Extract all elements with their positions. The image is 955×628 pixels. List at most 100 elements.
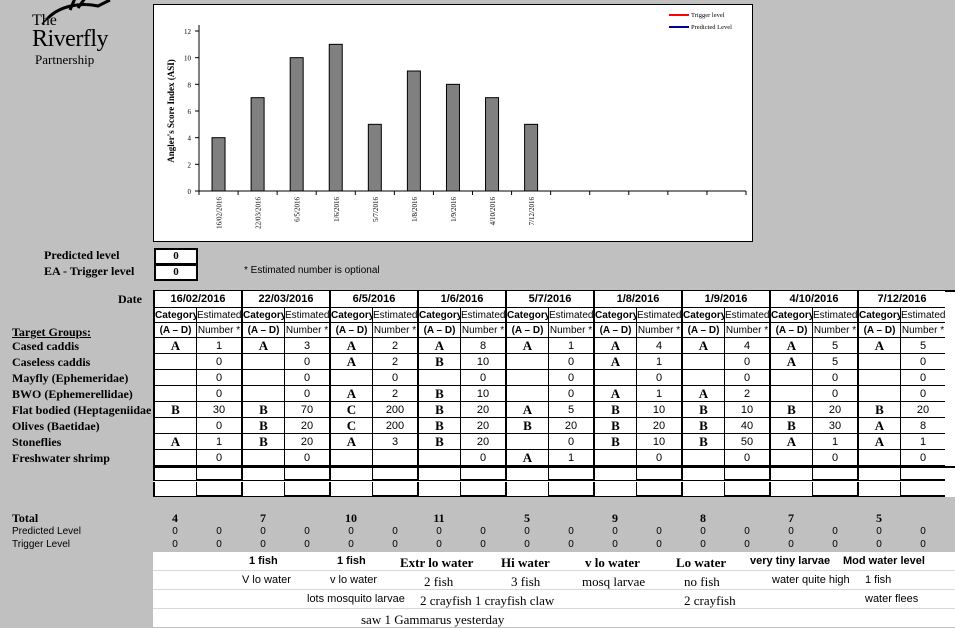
category-cell: A	[417, 338, 461, 354]
category-cell: A	[857, 418, 901, 434]
category-cell: A	[505, 450, 549, 466]
category-cell	[593, 370, 637, 386]
category-cell: B	[417, 402, 461, 418]
estimated-cell: 20	[901, 402, 945, 418]
estimated-cell: 20	[285, 418, 329, 434]
estimated-subheader: Number *	[901, 325, 945, 338]
predicted-cat-value: 0	[524, 526, 530, 537]
estimated-cell: 0	[901, 354, 945, 370]
y-tick-label: 4	[188, 135, 192, 143]
empty-cell	[197, 466, 241, 481]
category-cell	[153, 386, 197, 402]
estimated-cell: 0	[461, 370, 505, 386]
x-tick-label: 5/7/2016	[372, 197, 380, 222]
predicted-level-value[interactable]: 0	[154, 248, 198, 265]
empty-cell	[901, 482, 945, 497]
asi-bar-chart: 0 2 4 6 8 10 12 Angler's Score Index (ASI) 16/02…	[166, 12, 747, 229]
estimated-cell: 0	[813, 450, 857, 466]
row-label: Cased caddis	[12, 339, 80, 353]
category-header: Category	[153, 308, 197, 323]
estimated-cell: 10	[725, 402, 769, 418]
estimated-cell: 0	[549, 434, 593, 450]
bar	[485, 97, 500, 192]
category-cell	[681, 370, 725, 386]
row-label: BWO (Ephemerellidae)	[12, 387, 133, 401]
estimated-header: Estimated	[637, 310, 681, 323]
estimated-cell: 20	[461, 434, 505, 450]
estimated-cell: 4	[725, 338, 769, 354]
category-header: Category	[857, 308, 901, 323]
trigger-row-label: Trigger Level	[12, 539, 70, 550]
predicted-cat-value: 0	[788, 526, 794, 537]
estimated-cell: 20	[637, 418, 681, 434]
category-cell: A	[593, 354, 637, 370]
trigger-cat-value: 0	[260, 539, 266, 550]
estimated-cell: 1	[549, 450, 593, 466]
total-value: 7	[260, 511, 266, 525]
category-cell: A	[505, 402, 549, 418]
estimated-cell: 20	[461, 402, 505, 418]
estimated-header: Estimated	[813, 310, 857, 323]
predicted-est-value: 0	[920, 526, 926, 537]
note-row2: V lo water	[242, 574, 291, 586]
predicted-est-value: 0	[304, 526, 310, 537]
note-row2: v lo water	[330, 574, 378, 586]
y-axis-label: Angler's Score Index (ASI)	[166, 59, 176, 163]
trigger-level-value[interactable]: 0	[154, 264, 198, 281]
predicted-est-value: 0	[744, 526, 750, 537]
x-tick-label: 1/8/2016	[411, 197, 419, 222]
predicted-est-value: 0	[832, 526, 838, 537]
category-cell	[241, 354, 285, 370]
x-tick-label: 22/03/2016	[255, 197, 263, 229]
estimated-cell: 30	[197, 402, 241, 418]
note-row2: 3 fish	[511, 574, 541, 589]
empty-cell	[901, 466, 945, 481]
category-cell: A	[857, 338, 901, 354]
trigger-cat-value: 0	[524, 539, 530, 550]
estimated-cell: 3	[285, 338, 329, 354]
estimated-cell: 10	[637, 434, 681, 450]
estimated-subheader: Number *	[725, 325, 769, 338]
estimated-cell: 0	[285, 450, 329, 466]
category-cell	[153, 418, 197, 434]
estimated-cell: 0	[197, 386, 241, 402]
note-row3: 2 crayfish 1 crayfish claw	[420, 593, 555, 608]
trigger-cat-value: 0	[612, 539, 618, 550]
empty-cell	[549, 482, 593, 497]
mayfly-icon	[41, 0, 111, 25]
estimated-cell: 0	[197, 354, 241, 370]
estimated-cell: 5	[549, 402, 593, 418]
empty-cell	[329, 466, 373, 481]
trigger-est-value: 0	[832, 539, 838, 550]
category-subheader: (A – D)	[857, 323, 901, 338]
date-header: 4/10/2016	[769, 291, 857, 308]
total-value: 7	[788, 511, 794, 525]
note-row1: Lo water	[676, 555, 727, 570]
category-cell	[505, 386, 549, 402]
x-tick-label: 7/12/2016	[528, 197, 536, 226]
estimated-header: Estimated	[197, 310, 241, 323]
note-row2: water quite high	[772, 574, 850, 586]
table-body-background	[153, 290, 955, 497]
empty-cell	[549, 466, 593, 481]
estimated-cell: 0	[197, 450, 241, 466]
empty-cell	[197, 482, 241, 497]
bar	[289, 57, 304, 192]
category-cell: B	[857, 402, 901, 418]
empty-cell	[461, 466, 505, 481]
empty-cell	[329, 482, 373, 497]
trigger-est-value: 0	[216, 539, 222, 550]
estimated-cell: 8	[901, 418, 945, 434]
estimated-cell: 1	[549, 338, 593, 354]
estimated-cell: 50	[725, 434, 769, 450]
empty-cell	[725, 466, 769, 481]
estimated-cell: 1	[813, 434, 857, 450]
category-header: Category	[505, 308, 549, 323]
total-value: 11	[433, 511, 445, 525]
x-tick-label: 6/5/2016	[294, 197, 302, 222]
empty-cell	[153, 482, 197, 497]
category-cell: B	[593, 434, 637, 450]
notes-gridline	[153, 570, 955, 571]
category-cell	[593, 450, 637, 466]
estimated-cell	[373, 450, 417, 466]
